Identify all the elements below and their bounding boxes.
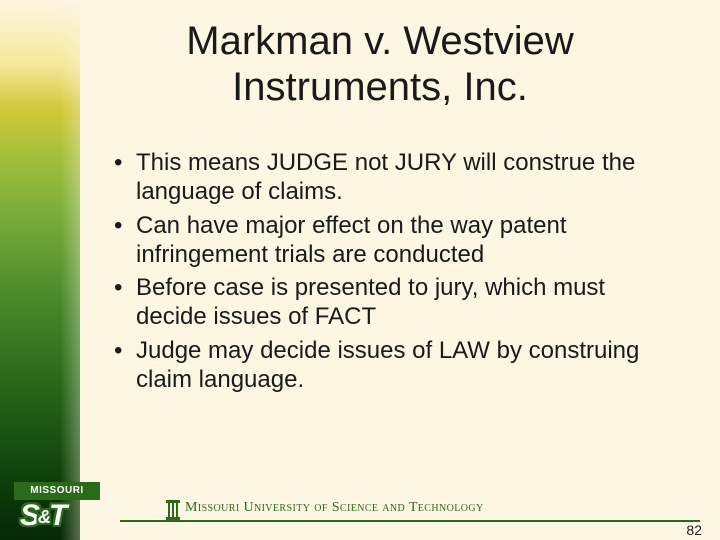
logo-main-text: S&T bbox=[20, 499, 65, 533]
pillar-icon bbox=[164, 498, 182, 520]
page-number: 82 bbox=[686, 522, 702, 538]
bullet-item: Can have major effect on the way patent … bbox=[110, 211, 680, 270]
logo-banner-text: MISSOURI bbox=[14, 482, 100, 500]
bullet-item: This means JUDGE not JURY will construe … bbox=[110, 148, 680, 207]
university-logo: MISSOURI S&T bbox=[14, 482, 100, 530]
slide-title: Markman v. Westview Instruments, Inc. bbox=[120, 18, 640, 110]
university-name: Missouri University of Science and Techn… bbox=[185, 500, 484, 516]
bullet-list: This means JUDGE not JURY will construe … bbox=[110, 148, 680, 398]
bullet-item: Judge may decide issues of LAW by constr… bbox=[110, 336, 680, 395]
bullet-item: Before case is presented to jury, which … bbox=[110, 273, 680, 332]
sidebar-gradient bbox=[0, 0, 80, 540]
footer: MISSOURI S&T Missouri University of Scie… bbox=[0, 478, 720, 540]
footer-divider bbox=[120, 520, 700, 522]
